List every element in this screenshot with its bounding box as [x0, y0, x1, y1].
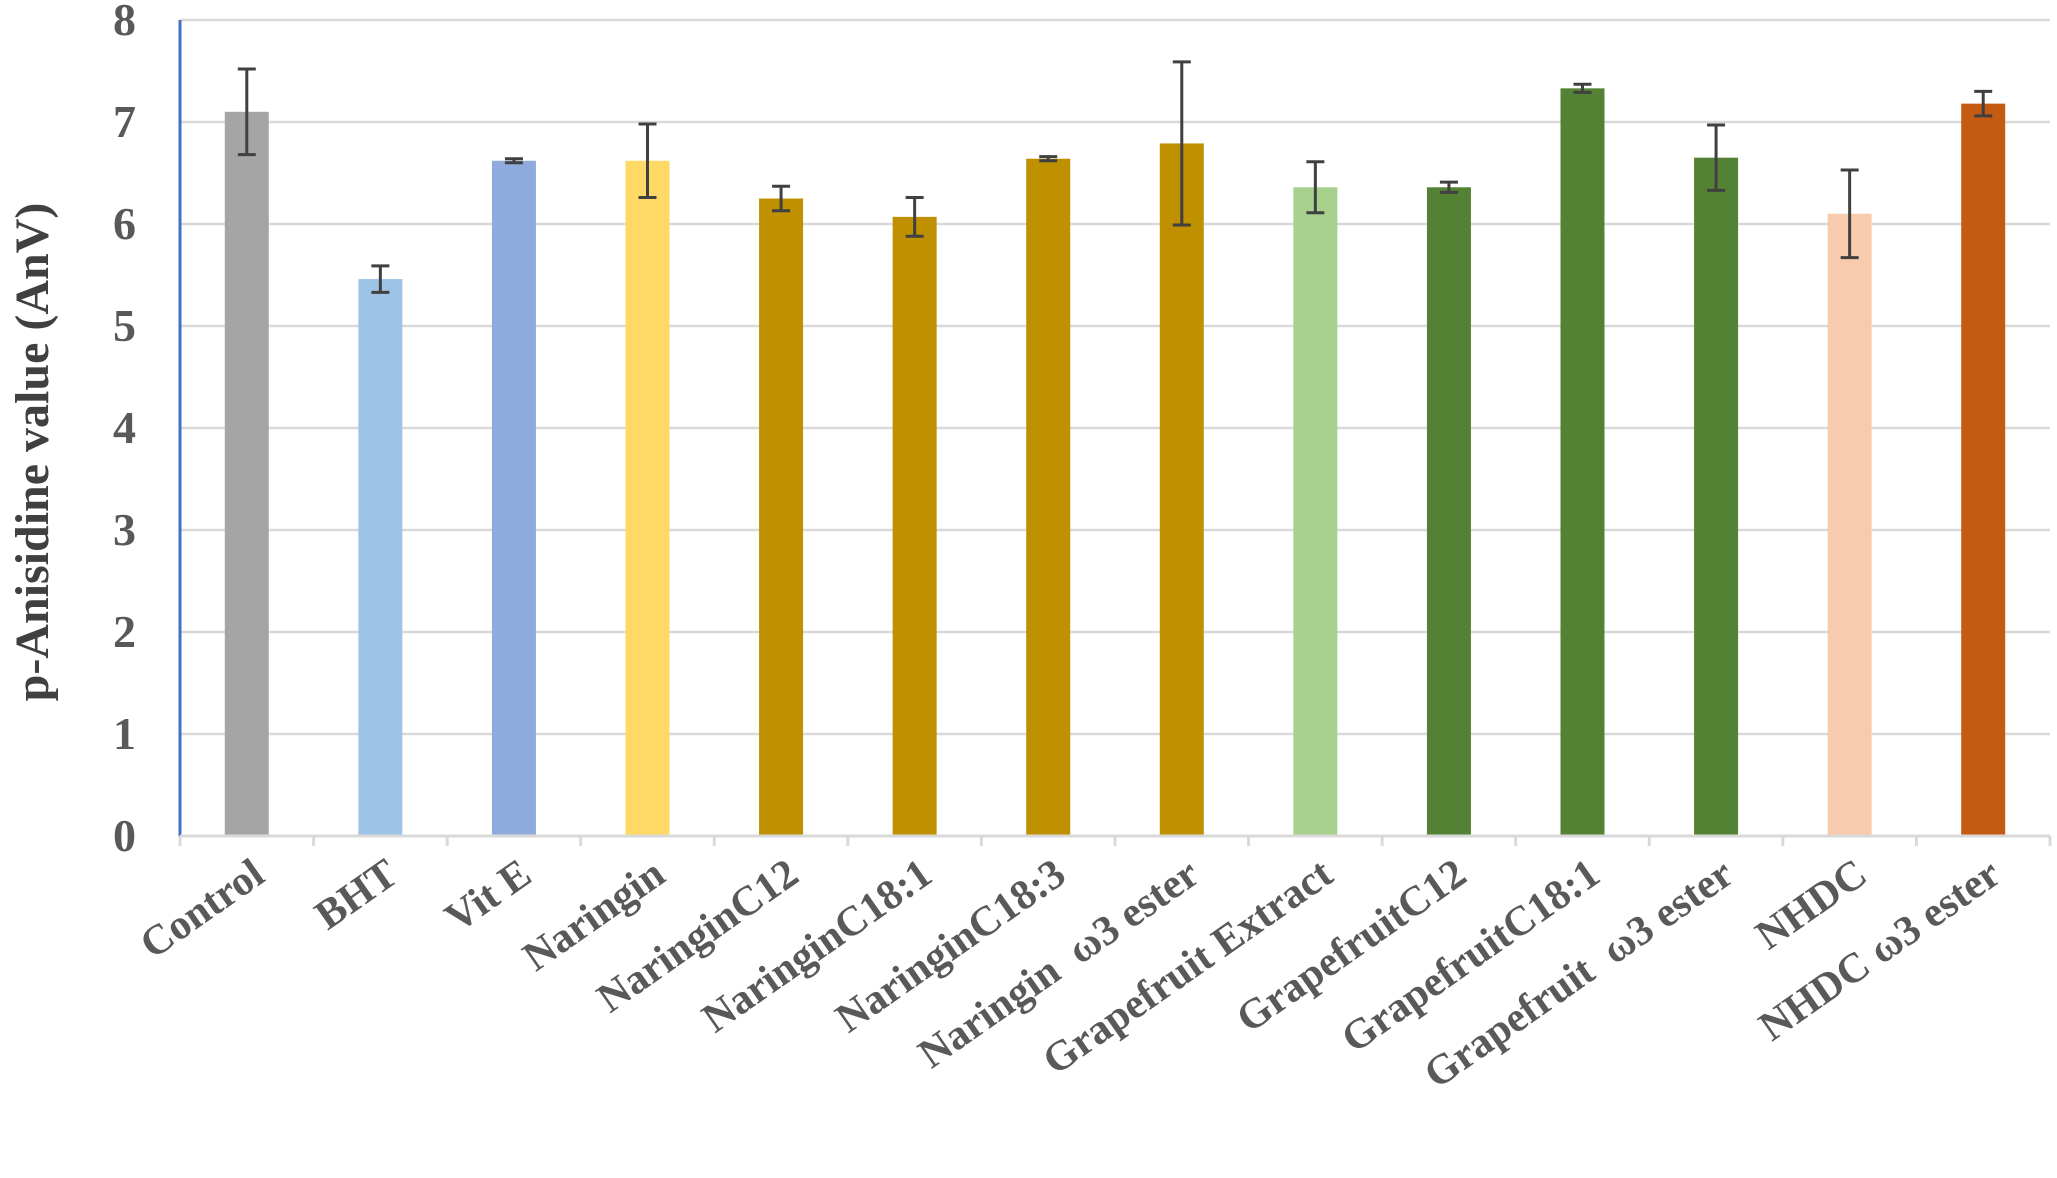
error-bars — [237, 60, 1993, 294]
x-tick-label-1: Control — [132, 851, 272, 969]
x-tick-label-6: NaringinC18:1 — [694, 851, 940, 1043]
y-tick-label-7: 7 — [113, 96, 136, 147]
bar-5 — [759, 198, 804, 836]
bar-12 — [1694, 157, 1739, 836]
y-axis-title: p-Anisidine value (AnV) — [6, 203, 59, 702]
y-tick-labels: 0 1 2 3 4 5 6 7 8 — [113, 0, 136, 861]
y-tick-label-8: 8 — [113, 0, 136, 45]
x-tick-label-14: NHDC ω3 ester — [1751, 851, 2009, 1051]
bar-9 — [1293, 187, 1338, 836]
bar-13 — [1827, 213, 1872, 837]
x-tick-label-3: Vit E — [437, 851, 540, 942]
bars — [224, 88, 2006, 837]
bar-14 — [1961, 103, 2006, 836]
bar-2 — [358, 279, 403, 837]
bar-8 — [1159, 143, 1204, 837]
bar-7 — [1026, 158, 1071, 837]
y-tick-label-1: 1 — [113, 708, 136, 759]
gridlines — [180, 18, 2050, 736]
bar-11 — [1560, 88, 1605, 837]
bar-1 — [224, 111, 269, 837]
y-tick-label-3: 3 — [113, 504, 136, 555]
y-tick-label-6: 6 — [113, 198, 136, 249]
x-tick-labels: Control BHT Vit ENaringinNaringinC12Naring… — [132, 851, 2009, 1098]
y-tick-label-4: 4 — [113, 402, 136, 453]
bar-3 — [491, 160, 536, 836]
bar-6 — [892, 216, 937, 837]
bar-4 — [625, 160, 670, 836]
x-tick-label-2: BHT — [307, 851, 406, 940]
y-tick-label-5: 5 — [113, 300, 136, 351]
axes — [178, 20, 2052, 846]
bar-10 — [1426, 187, 1471, 836]
y-tick-label-2: 2 — [113, 606, 136, 657]
y-tick-label-0: 0 — [113, 810, 136, 861]
